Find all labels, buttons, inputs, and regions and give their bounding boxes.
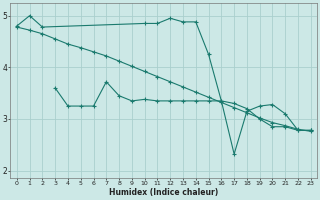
X-axis label: Humidex (Indice chaleur): Humidex (Indice chaleur) [109, 188, 219, 197]
